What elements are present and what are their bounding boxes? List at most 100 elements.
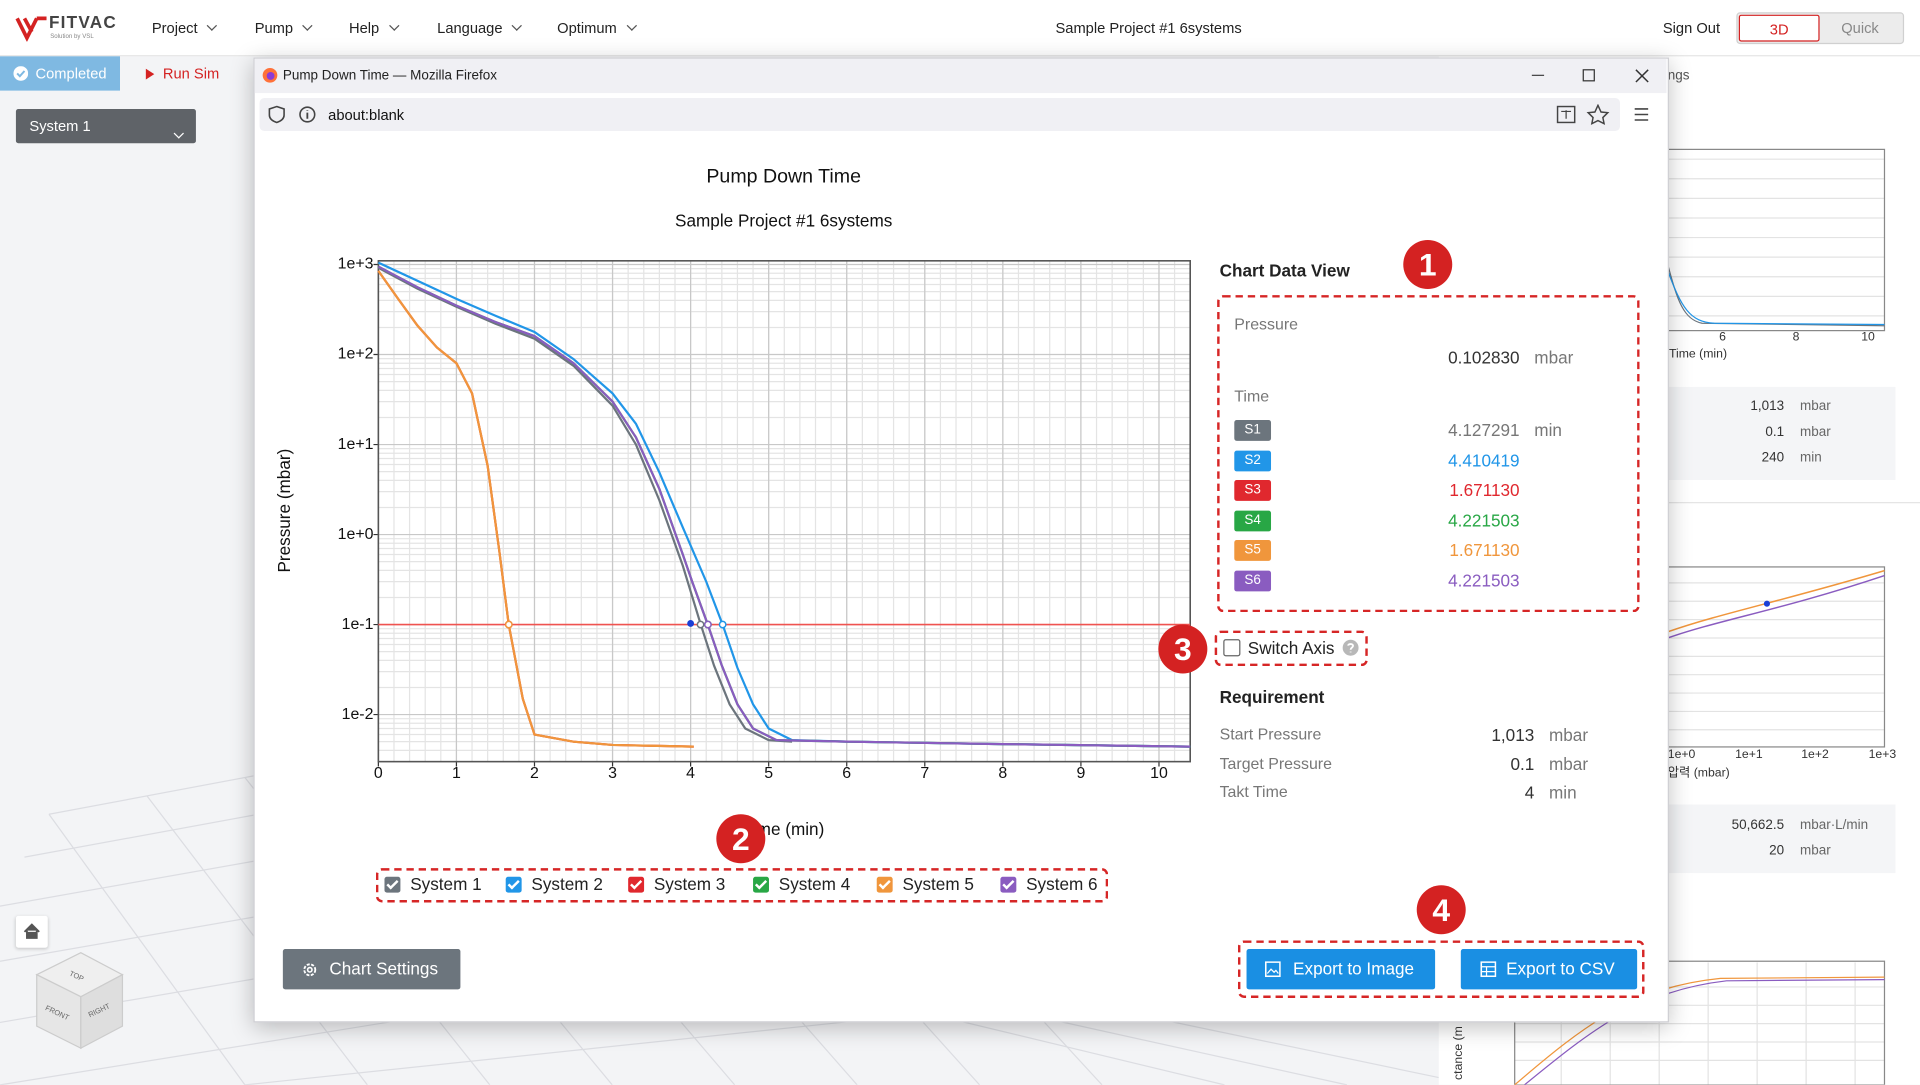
- x-tick-label: 5: [764, 765, 773, 782]
- legend-label: System 6: [1026, 874, 1098, 894]
- export-image-button[interactable]: Export to Image: [1246, 948, 1436, 990]
- url-bar[interactable]: [259, 97, 1621, 132]
- time-unit: min: [1534, 420, 1562, 440]
- highlight-box: [1214, 630, 1368, 667]
- menu-item[interactable]: Pump: [255, 18, 313, 38]
- time-value: 1.671130: [1449, 480, 1520, 500]
- series-badge: S3: [1234, 480, 1272, 501]
- crossing-marker: [718, 620, 727, 629]
- legend-label: System 1: [410, 874, 482, 894]
- project-title: Sample Project #1 6systems: [1055, 19, 1242, 37]
- req-value: 0.1: [1510, 754, 1535, 774]
- pressure-value: 0.102830: [1448, 347, 1520, 368]
- data-view-title: Chart Data View: [1219, 260, 1350, 281]
- chart-settings-button[interactable]: Chart Settings: [282, 948, 461, 990]
- tab-label: ngs: [1667, 68, 1690, 84]
- x-tick-label: 6: [842, 765, 851, 782]
- check-icon: [13, 66, 29, 81]
- series-line: [377, 270, 694, 748]
- annotation: 3: [1158, 624, 1208, 674]
- y-axis-label: Pressure (mbar): [274, 448, 294, 573]
- title-bar: [254, 58, 1667, 94]
- info-unit: mbar·L/min: [1800, 817, 1869, 833]
- highlight-box: [375, 868, 1109, 903]
- system-select[interactable]: [15, 108, 196, 144]
- switch-axis-checkbox[interactable]: [1223, 639, 1241, 657]
- crossing-marker: [703, 620, 712, 629]
- button-text: Export to Image: [1293, 958, 1415, 979]
- x-tick-label: 8: [998, 765, 1007, 782]
- time-label: Time: [1234, 386, 1270, 406]
- switch-axis-label: Switch Axis: [1247, 637, 1335, 658]
- y-tick-label: 1e+3: [338, 256, 374, 273]
- legend-checkbox[interactable]: [753, 876, 769, 893]
- tick-label: 1e+0: [1667, 748, 1696, 762]
- pressure-label: Pressure: [1234, 314, 1298, 334]
- info-unit: mbar: [1800, 843, 1831, 859]
- series-badge: S2: [1234, 450, 1272, 472]
- menu-item[interactable]: Optimum: [557, 18, 637, 38]
- x-tick-label: 10: [1150, 765, 1168, 782]
- browser-window: 1e+3 1e+2 1e+1 1e+0 1e-1 1e-2 0 1 2 3 4 5 6 7 8 9 10: [253, 57, 1669, 1023]
- series-line: [377, 265, 1191, 748]
- home-icon: [23, 923, 40, 939]
- info-unit: min: [1800, 450, 1822, 466]
- table-icon: [1480, 961, 1497, 978]
- plot-frame: [377, 260, 1192, 763]
- url-text: about:blank: [328, 106, 405, 124]
- req-label: Takt Time: [1219, 782, 1288, 801]
- gear-icon: [303, 963, 317, 977]
- legend-checkbox[interactable]: [876, 876, 893, 893]
- cursor-point: [687, 620, 695, 627]
- toggle-3d[interactable]: 3D: [1738, 14, 1820, 42]
- crossing-marker: [504, 620, 513, 629]
- tick-label: 1e+2: [1801, 748, 1829, 762]
- logo-sub: Solution by VSL: [50, 33, 94, 41]
- chart-title: Pump Down Time: [706, 166, 861, 188]
- chart-subtitle: Sample Project #1 6systems: [675, 210, 893, 231]
- menu-item[interactable]: Project: [152, 18, 218, 38]
- status-text: Completed: [35, 64, 107, 83]
- legend-label: System 2: [531, 874, 603, 894]
- button-text: Chart Settings: [329, 958, 439, 979]
- y-tick-label: 1e-1: [342, 616, 374, 633]
- run-sim[interactable]: Run Sim: [162, 64, 220, 83]
- play-icon: [145, 68, 155, 80]
- y-tick-label: 1e+2: [338, 346, 374, 363]
- info-unit: mbar: [1800, 399, 1831, 414]
- info-value: 240: [1761, 450, 1785, 466]
- toggle-quick[interactable]: Quick: [1841, 19, 1879, 37]
- menu-text: Help: [348, 19, 380, 37]
- legend-checkbox[interactable]: [505, 876, 522, 893]
- menu-item[interactable]: Language: [437, 18, 523, 38]
- window-title: Pump Down Time — Mozilla Firefox: [282, 68, 497, 84]
- series-badge: S5: [1234, 540, 1272, 561]
- export-csv-button[interactable]: Export to CSV: [1460, 948, 1638, 990]
- legend-checkbox[interactable]: [628, 876, 645, 893]
- x-tick-label: 2: [530, 765, 539, 782]
- logo: FITVAC: [48, 12, 117, 32]
- info-unit: mbar: [1800, 424, 1831, 440]
- system-select-text: System 1: [29, 117, 91, 135]
- req-unit: min: [1548, 782, 1577, 803]
- y-tick-label: 1e-2: [342, 706, 374, 723]
- legend-checkbox[interactable]: [1000, 876, 1017, 893]
- time-value: 4.127291: [1448, 420, 1520, 440]
- separator: [1667, 502, 1920, 504]
- req-unit: mbar: [1548, 724, 1589, 745]
- legend-checkbox[interactable]: [384, 876, 401, 893]
- y-tick-label: 1e+1: [338, 436, 374, 453]
- time-value: 4.410419: [1448, 450, 1520, 471]
- sign-out[interactable]: Sign Out: [1662, 19, 1721, 37]
- view-cube: [35, 951, 124, 1050]
- x-tick-label: 4: [686, 765, 695, 782]
- help-icon[interactable]: [1342, 639, 1359, 656]
- x-tick-label: 3: [608, 765, 617, 782]
- menu-text: Optimum: [557, 19, 617, 37]
- series-badge: S6: [1234, 570, 1272, 592]
- legend-label: System 3: [653, 874, 726, 894]
- axis-label: ctance (m: [1452, 1026, 1466, 1080]
- info-value: 20: [1769, 843, 1785, 859]
- menu-item[interactable]: Help: [348, 18, 400, 38]
